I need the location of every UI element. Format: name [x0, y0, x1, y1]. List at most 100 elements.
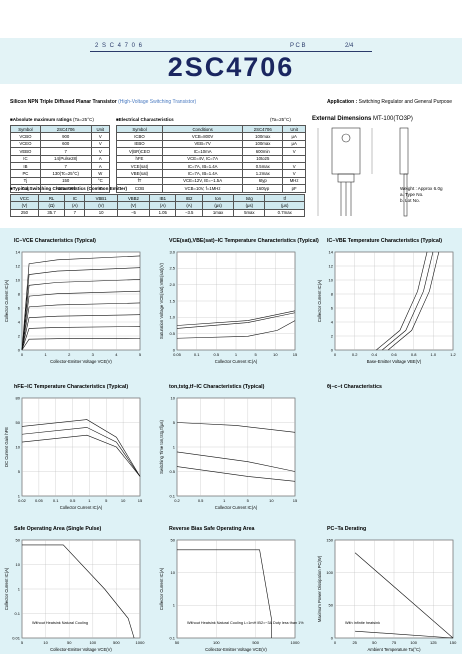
x-tick-label: 100 [89, 640, 96, 645]
y-tick-label: 8 [331, 291, 334, 296]
application: Application : Switching Regulator and Ge… [327, 99, 452, 105]
y-axis-label: Switching Time ton,tstg,tf(μs) [159, 419, 164, 473]
curve [354, 552, 454, 639]
x-tick-label: 0.05 [35, 498, 44, 503]
y-tick-label: 5 [173, 420, 176, 425]
x-tick-label: 10 [121, 498, 126, 503]
y-tick-label: 10 [16, 444, 21, 449]
chart-title: Safe Operating Area (Single Pulse) [14, 526, 101, 532]
chart-title: Reverse Bias Safe Operating Area [169, 526, 255, 532]
x-tick-label: 2 [68, 352, 71, 357]
curve [21, 326, 141, 351]
y-tick-label: 50 [171, 537, 176, 542]
x-tick-label: 5 [247, 498, 250, 503]
table-row: Symbol 2SC4706 Unit [10, 124, 111, 134]
abs-cond: (Ta=25°C) [73, 117, 94, 122]
chart-title: hFE−IC Temperature Characteristics (Typi… [14, 384, 128, 390]
title: 2SC4706 [167, 52, 295, 82]
x-tick-label: 4 [115, 352, 118, 357]
x-tick-label: 75 [392, 640, 397, 645]
curve [21, 314, 141, 351]
x-tick-label: 0.05 [173, 352, 182, 357]
x-tick-label: 1.0 [431, 352, 437, 357]
x-axis-label: Collector-Emitter Voltage VCE(V) [50, 647, 112, 652]
dim-note: a. Type No. [400, 192, 424, 197]
x-tick-label: 15 [293, 498, 298, 503]
cell: 0.7max [264, 208, 305, 218]
dim-title-text: External Dimensions [312, 116, 372, 122]
y-tick-label: 14 [329, 249, 334, 254]
description-text: Silicon NPN Triple Diffused Planar Trans… [10, 99, 117, 105]
abs-title-text: Absolute maximum ratings [12, 117, 72, 122]
curve [176, 466, 296, 482]
x-tick-label: 0 [334, 640, 337, 645]
x-tick-label: 1 [88, 498, 91, 503]
sw-title-text: Typical Switching Characteristics (Commo… [12, 186, 128, 191]
curve [21, 427, 141, 477]
x-tick-label: 1 [235, 352, 238, 357]
y-tick-label: 8 [18, 291, 21, 296]
y-tick-label: 1 [18, 586, 21, 591]
x-tick-label: 10 [43, 640, 48, 645]
x-tick-label: 0.2 [352, 352, 358, 357]
cell: 1.05 [149, 208, 177, 218]
x-tick-label: 0.4 [372, 352, 378, 357]
sw-table: VCC RL IC VBB1 VBB2 IB1 IB2 ton tstg tf (V) (Ω) (A)(… [10, 193, 305, 218]
cell: 35.7 [37, 208, 66, 218]
y-tick-label: 0.1 [14, 611, 20, 616]
x-tick-label: 0.5 [198, 498, 204, 503]
curve [21, 302, 141, 351]
x-tick-label: 1 [223, 498, 226, 503]
y-tick-label: 1 [173, 444, 176, 449]
y-axis-label: Saturation Voltage VCE(sat),VBE(sat)(V) [159, 262, 164, 338]
x-tick-label: 150 [450, 640, 457, 645]
y-tick-label: 2.5 [169, 266, 175, 271]
pcb: P C B [290, 43, 306, 49]
curve [176, 422, 296, 433]
x-tick-label: 125 [430, 640, 437, 645]
y-tick-label: 50 [16, 537, 21, 542]
curve [21, 267, 141, 351]
chart-title: IC−VCE Characteristics (Typical) [14, 238, 96, 244]
sw-title: ■Typical Switching Characteristics (Comm… [10, 186, 128, 191]
y-axis-label: Maximum Power Dissipation PC(W) [317, 555, 322, 622]
chart-title: PC−Ta Derating [327, 526, 366, 532]
dim-note: Weight : Approx 6.0g [400, 186, 443, 191]
y-axis-label: Collector Current IC(A) [4, 567, 9, 610]
cell: 5max [233, 208, 266, 218]
plot-area [21, 251, 141, 351]
chart-note: Without Heatsink Natural Cooling [32, 621, 88, 625]
curve [21, 290, 141, 351]
curve [355, 630, 454, 639]
x-tick-label: 0 [334, 352, 337, 357]
x-tick-label: 50 [67, 640, 72, 645]
curve [21, 419, 141, 477]
y-tick-label: 6 [18, 305, 21, 310]
x-tick-label: 5 [21, 640, 24, 645]
elec-title: ■Electrical Characteristics [116, 117, 174, 122]
y-tick-label: 150 [326, 537, 333, 542]
y-tick-label: 6 [331, 305, 334, 310]
y-tick-label: 1.5 [169, 298, 175, 303]
x-axis-label: Base-Emitter Voltage VBE(V) [367, 359, 422, 364]
curve [22, 544, 135, 639]
y-tick-label: 14 [16, 249, 21, 254]
cell: pF [282, 184, 306, 193]
y-tick-label: 1 [18, 493, 21, 498]
x-tick-label: 5 [105, 498, 108, 503]
x-tick-label: 15 [293, 352, 298, 357]
x-axis-label: Collector Current IC(A) [60, 505, 103, 510]
y-tick-label: 10 [16, 277, 21, 282]
x-axis-label: Collector-Emitter Voltage VCE(V) [50, 359, 112, 364]
abs-table: Symbol 2SC4706 Unit VCBO 900 V VCEO 600 V VEBO 7 V I… [10, 124, 111, 193]
curve [21, 337, 141, 351]
y-tick-label: 10 [329, 277, 334, 282]
x-tick-label: 0.02 [18, 498, 27, 503]
x-tick-label: 0 [21, 352, 24, 357]
y-tick-label: 1.0 [169, 315, 175, 320]
curve [21, 279, 141, 351]
y-tick-label: 4 [18, 319, 21, 324]
elec-cond: (Ta=25°C) [270, 117, 291, 122]
chart-title: IC−VBE Temperature Characteristics (Typi… [327, 238, 442, 244]
